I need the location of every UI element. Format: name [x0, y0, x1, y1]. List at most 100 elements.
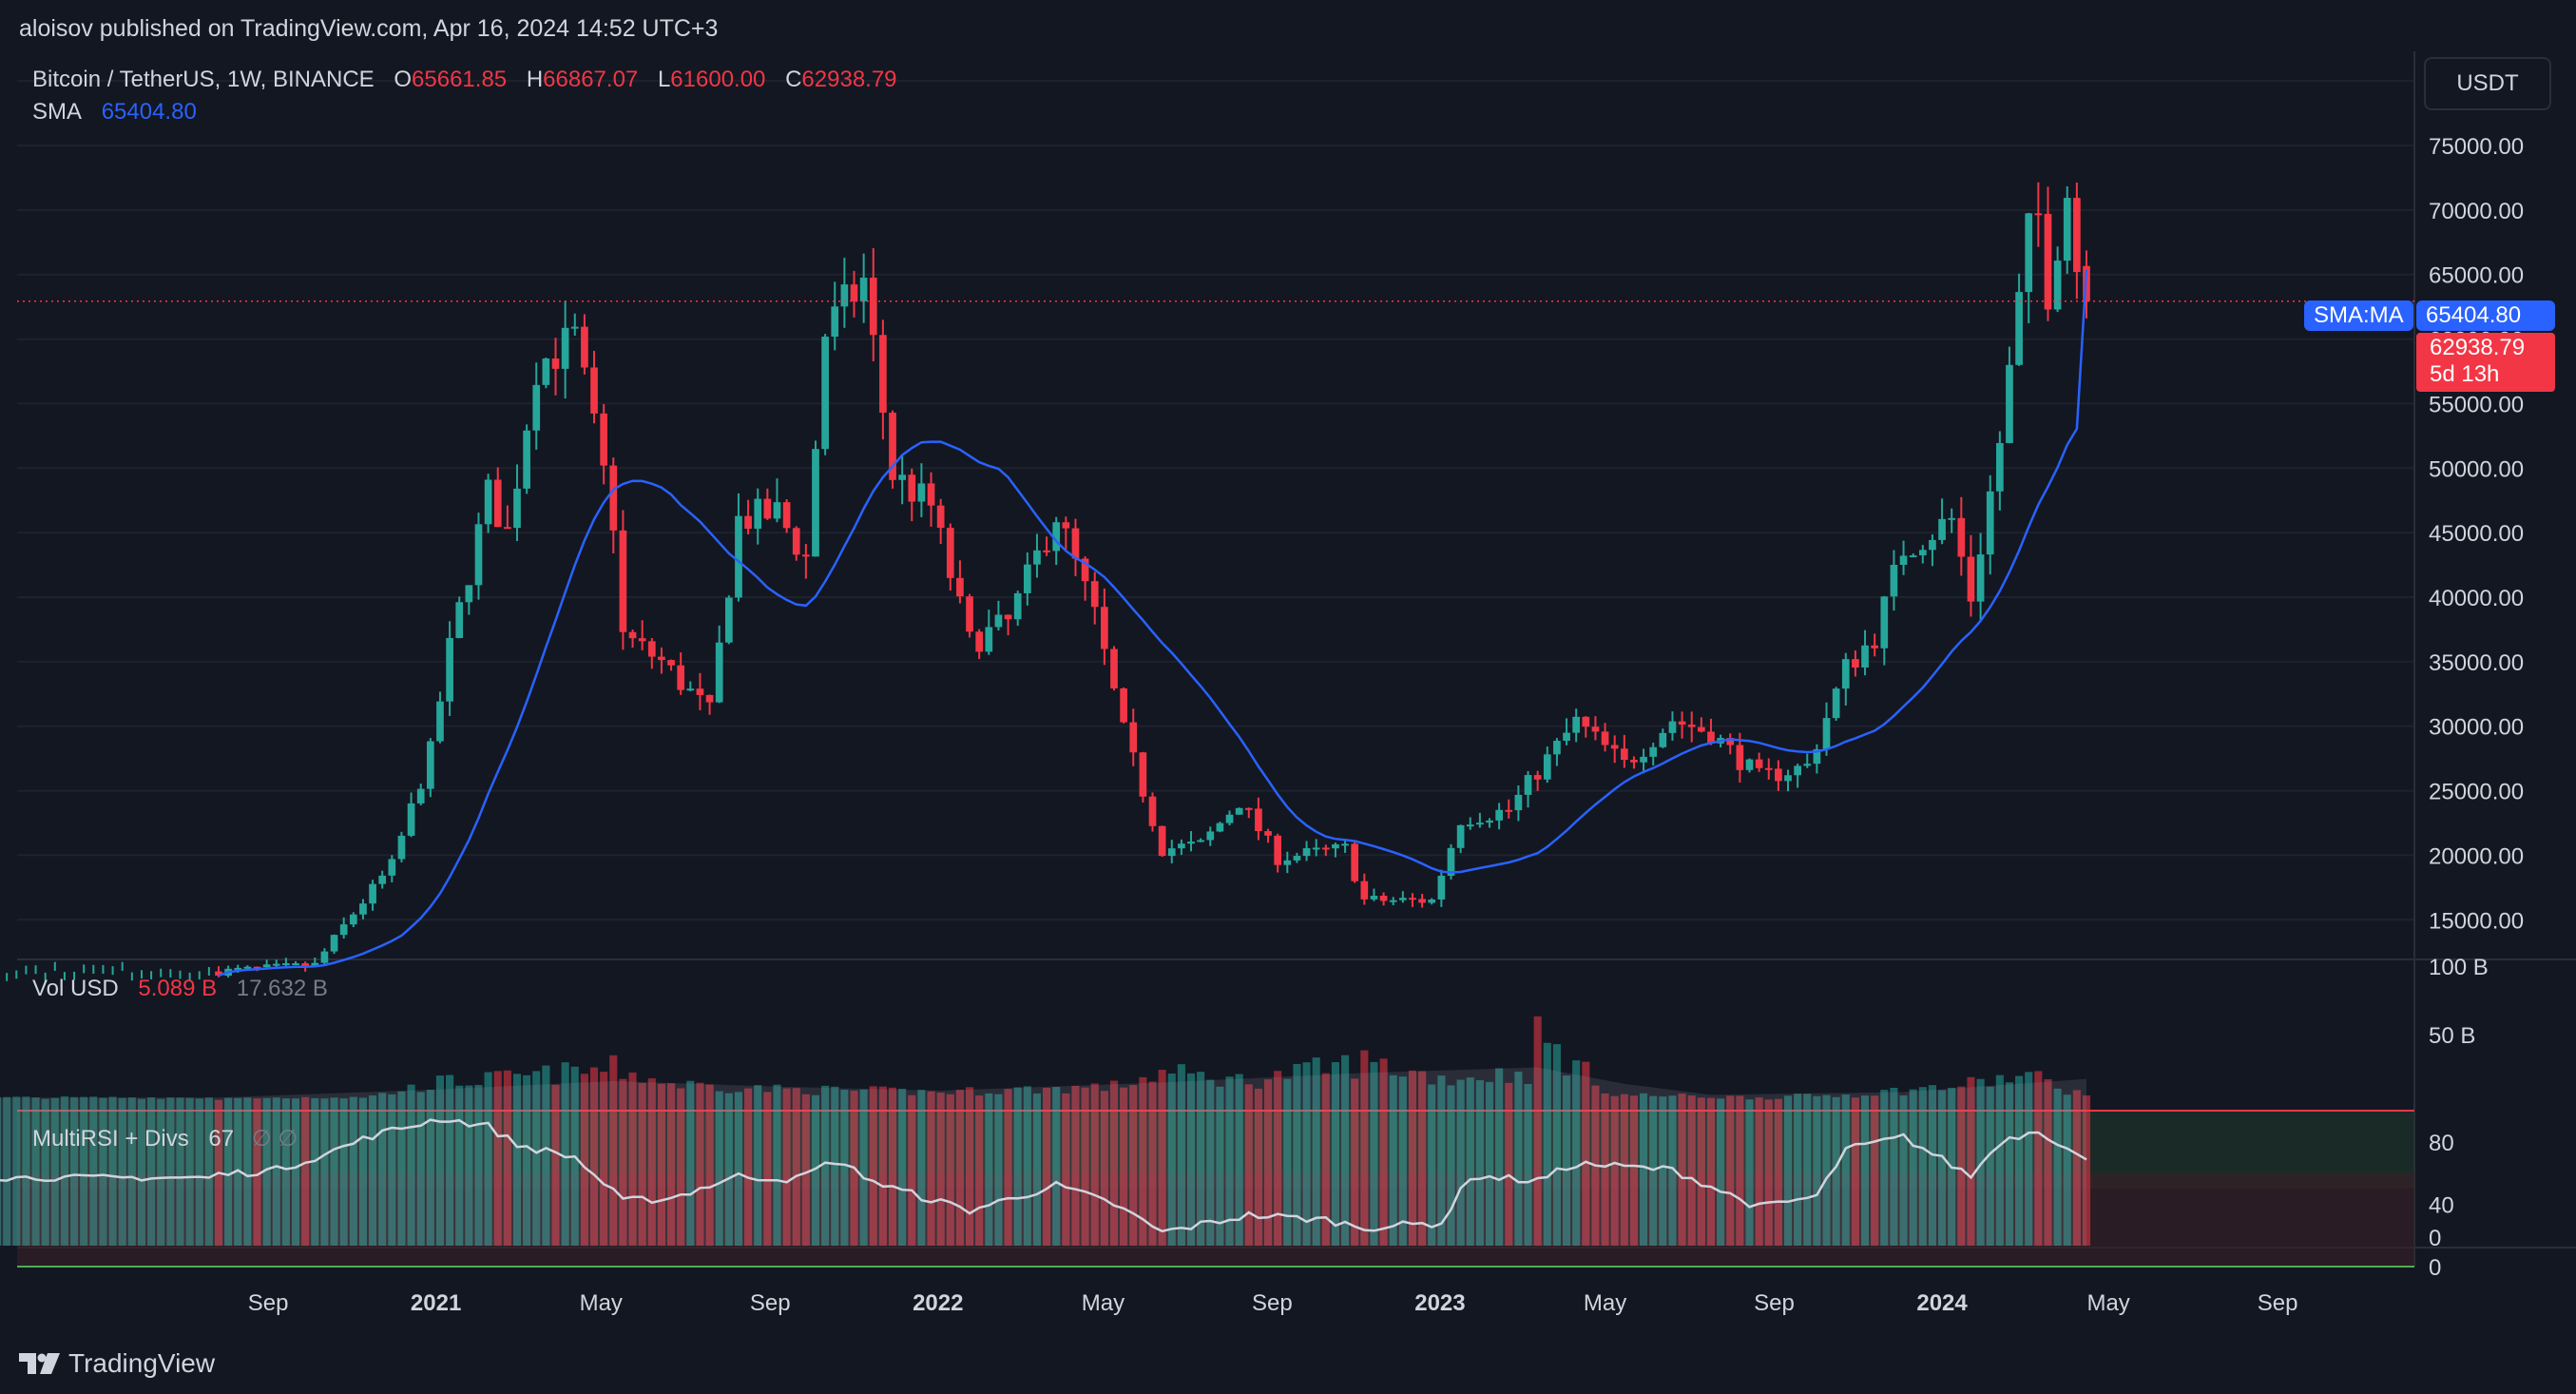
candle-body [956, 577, 964, 597]
volume-bar [542, 1065, 550, 1246]
volume-bar [349, 1096, 357, 1246]
volume-bar [840, 1090, 849, 1246]
volume-bar [1995, 1075, 2004, 1246]
volume-bar [493, 1071, 502, 1246]
volume-bar [108, 1096, 117, 1246]
candle-body [1476, 823, 1484, 825]
volume-bar [2025, 1072, 2033, 1246]
candle-body [1206, 831, 1215, 841]
candle-body [1832, 688, 1840, 719]
volume-bar [609, 1055, 618, 1246]
tradingview-brand[interactable]: TradingView [19, 1348, 215, 1379]
rsi-tick-label: 80 [2429, 1131, 2454, 1156]
candle-body [349, 914, 357, 925]
volume-bar [1755, 1097, 1763, 1246]
volume-bar [638, 1082, 646, 1246]
candle-body [1871, 645, 1879, 649]
volume-bar [2082, 1095, 2091, 1246]
volume-bar [2005, 1082, 2014, 1246]
volume-bar [2015, 1075, 2024, 1246]
time-axis-label: 2023 [1414, 1290, 1465, 1316]
price-tick-label: 55000.00 [2429, 392, 2524, 417]
candle-body [705, 694, 714, 703]
volume-bar [1263, 1079, 1273, 1246]
volume-bar [407, 1084, 415, 1246]
candle-body [1572, 716, 1581, 733]
candle-body [1610, 745, 1619, 749]
candle-body [1976, 554, 1985, 602]
candle-body [1466, 824, 1474, 827]
volume-bar [1447, 1085, 1455, 1246]
volume-bar [1109, 1080, 1119, 1246]
price-tick-label: 50000.00 [2429, 456, 2524, 482]
volume-bar [243, 1097, 252, 1246]
candle-body [869, 277, 877, 336]
price-tick-label: 65000.00 [2429, 263, 2524, 289]
candle-body [1043, 550, 1050, 552]
volume-bar [1148, 1081, 1157, 1246]
currency-button[interactable]: USDT [2424, 57, 2551, 110]
rsi-line [0, 1118, 2087, 1233]
volume-bars [0, 1016, 2091, 1246]
tradingview-logo-icon [19, 1353, 60, 1374]
low-label: L [657, 67, 671, 92]
volume-bar [1466, 1077, 1474, 1246]
legend-main: Bitcoin / TetherUS, 1W, BINANCE O65661.8… [32, 67, 903, 93]
candle-body [311, 962, 319, 967]
candle-body [465, 585, 473, 603]
price-tick-label: 45000.00 [2429, 521, 2524, 547]
candle-body [1591, 726, 1600, 732]
volume-bar [744, 1088, 753, 1246]
candle-body [1697, 726, 1705, 732]
candle-body [831, 306, 839, 338]
volume-bar [157, 1098, 165, 1246]
legend-rsi: MultiRSI + Divs 67 ∅ ∅ [32, 1125, 303, 1152]
candle-body [812, 449, 819, 557]
volume-bar [147, 1097, 156, 1246]
candle-body [1062, 522, 1070, 529]
volume-bar [118, 1097, 126, 1246]
legend-sma: SMA 65404.80 [32, 99, 202, 126]
price-tick-label: 30000.00 [2429, 715, 2524, 741]
volume-bar [1697, 1097, 1705, 1246]
candle-body [821, 337, 829, 450]
volume-bar [1197, 1072, 1205, 1246]
volume-bar [1668, 1095, 1677, 1246]
candle-body [1225, 814, 1234, 823]
volume-bar [166, 1097, 175, 1246]
volume-bar [1023, 1086, 1031, 1246]
volume-bar [792, 1088, 800, 1246]
volume-bar [1620, 1094, 1628, 1246]
volume-bar [2034, 1071, 2043, 1246]
volume-value: 5.089 B [138, 976, 218, 1001]
candle-body [1986, 491, 1994, 555]
volume-bar [1043, 1087, 1051, 1246]
candle-body [378, 875, 387, 884]
chart-canvas[interactable]: 80000.0075000.0070000.0065000.0060000.00… [0, 0, 2576, 1331]
candle-body [1813, 748, 1821, 765]
publish-header: aloisov published on TradingView.com, Ap… [0, 0, 2576, 51]
candle-body [667, 660, 675, 666]
candle-body [677, 665, 685, 690]
volume-bar [1601, 1093, 1609, 1246]
candle-body [484, 479, 492, 525]
candle-body [388, 859, 396, 876]
candle-body [1409, 898, 1416, 900]
volume-bar [339, 1098, 348, 1246]
candle-body [1524, 775, 1532, 795]
volume-bar [1254, 1088, 1262, 1246]
candle-body [658, 656, 665, 661]
volume-bar [80, 1096, 88, 1246]
open-value: 65661.85 [412, 67, 508, 92]
volume-bar [1090, 1083, 1099, 1246]
candle-body [715, 642, 723, 703]
volume-bar [1909, 1089, 1917, 1246]
candle-body [1052, 522, 1061, 552]
volume-bar [589, 1067, 599, 1246]
volume-bar [1283, 1078, 1292, 1246]
volume-bar [50, 1097, 59, 1246]
volume-bar [1774, 1098, 1782, 1246]
volume-bar [1976, 1078, 1985, 1246]
candle-body [985, 627, 993, 652]
volume-bar [551, 1084, 560, 1246]
